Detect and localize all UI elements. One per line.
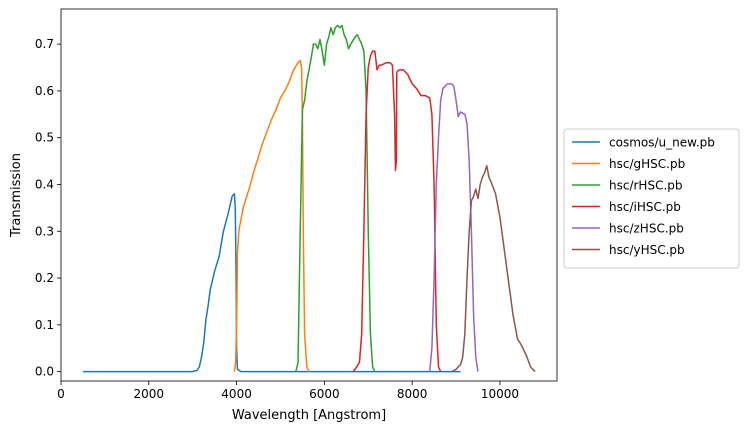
- legend-entry-label: hsc/yHSC.pb: [609, 243, 685, 257]
- x-tick-label: 8000: [397, 387, 428, 401]
- series-lines: [82, 24, 536, 373]
- legend-entry-label: hsc/gHSC.pb: [609, 157, 685, 171]
- x-tick-label: 6000: [309, 387, 340, 401]
- y-tick-label: 0.4: [35, 177, 54, 191]
- x-tick-label: 4000: [221, 387, 252, 401]
- y-tick-label: 0.1: [35, 318, 54, 332]
- x-axis: 0 2000 4000 6000 8000 10000: [57, 381, 519, 401]
- x-tick-label: 2000: [134, 387, 165, 401]
- y-tick-label: 0.2: [35, 271, 54, 285]
- y-tick-label: 0.0: [35, 365, 54, 379]
- y-tick-label: 0.5: [35, 131, 54, 145]
- series-line-3: [295, 24, 376, 372]
- series-line-6: [451, 165, 536, 373]
- x-axis-label: Wavelength [Angstrom]: [232, 408, 386, 423]
- x-tick-label: 0: [57, 387, 65, 401]
- axes-frame: [60, 8, 558, 382]
- legend-entry-label: cosmos/u_new.pb: [609, 136, 715, 150]
- legend-entry-label: hsc/iHSC.pb: [609, 200, 681, 214]
- legend-box: [563, 128, 740, 269]
- series-line-5: [428, 83, 479, 372]
- series-line-4: [352, 50, 442, 373]
- x-tick-label: 10000: [481, 387, 519, 401]
- y-axis-label: Transmission: [9, 153, 24, 238]
- legend-entry-label: hsc/rHSC.pb: [609, 179, 683, 193]
- legend: cosmos/u_new.pb hsc/gHSC.pb hsc/rHSC.pb hsc…: [563, 128, 740, 269]
- y-tick-label: 0.6: [35, 84, 54, 98]
- y-axis: 0.0 0.1 0.2 0.3 0.4 0.5 0.6 0.7: [35, 37, 61, 379]
- y-tick-label: 0.3: [35, 224, 54, 238]
- legend-entry-label: hsc/zHSC.pb: [609, 222, 684, 236]
- y-tick-label: 0.7: [35, 37, 54, 51]
